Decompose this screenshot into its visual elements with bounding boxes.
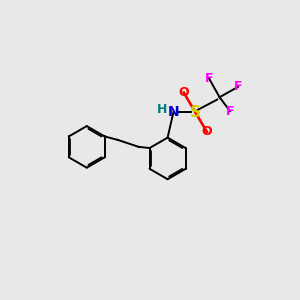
Text: O: O	[178, 86, 189, 99]
Text: O: O	[202, 125, 212, 138]
Text: F: F	[205, 72, 213, 85]
Text: F: F	[234, 80, 242, 93]
Text: S: S	[190, 105, 201, 120]
Text: H: H	[157, 103, 167, 116]
Text: N: N	[168, 105, 179, 119]
Text: F: F	[226, 105, 234, 118]
